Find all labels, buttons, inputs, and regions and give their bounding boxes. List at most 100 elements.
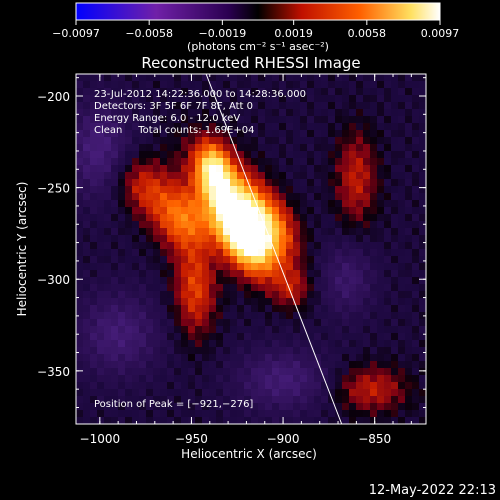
heatmap-cell xyxy=(139,326,147,334)
heatmap-cell xyxy=(300,403,308,411)
heatmap-cell xyxy=(258,361,266,369)
heatmap-cell xyxy=(181,137,189,145)
heatmap-cell xyxy=(391,333,399,341)
heatmap-cell xyxy=(244,326,252,334)
heatmap-cell xyxy=(209,270,217,278)
info-line-time: 23-Jul-2012 14:22:36.000 to 14:28:36.000 xyxy=(94,89,306,100)
heatmap-cell xyxy=(265,417,273,424)
heatmap-cell xyxy=(293,88,301,96)
heatmap-cell xyxy=(90,151,98,159)
heatmap-cell xyxy=(272,165,280,173)
heatmap-cell xyxy=(146,116,154,124)
heatmap-cell xyxy=(321,116,329,124)
heatmap-cell xyxy=(132,235,140,243)
heatmap-cell xyxy=(335,221,343,229)
heatmap-cell xyxy=(251,410,259,418)
heatmap-cell xyxy=(111,158,119,166)
heatmap-cell xyxy=(230,312,238,320)
heatmap-cell xyxy=(251,354,259,362)
heatmap-cell xyxy=(272,396,280,404)
heatmap-cell xyxy=(293,319,301,327)
heatmap-cell xyxy=(76,410,84,418)
heatmap-cell xyxy=(307,354,315,362)
heatmap-cell xyxy=(328,137,336,145)
heatmap-cell xyxy=(328,410,336,418)
heatmap-cell xyxy=(160,326,168,334)
heatmap-cell xyxy=(398,403,406,411)
heatmap-cell xyxy=(265,95,273,103)
heatmap-cell xyxy=(307,333,315,341)
heatmap-cell xyxy=(244,242,252,250)
heatmap-cell xyxy=(342,326,350,334)
heatmap-cell xyxy=(216,221,224,229)
heatmap-cell xyxy=(237,249,245,257)
heatmap-cell xyxy=(76,375,84,383)
heatmap-cell xyxy=(398,123,406,131)
heatmap-cell xyxy=(356,368,364,376)
heatmap-cell xyxy=(412,130,420,138)
heatmap-cell xyxy=(265,389,273,397)
heatmap-cell xyxy=(377,410,385,418)
heatmap-cell xyxy=(97,242,105,250)
heatmap-cell xyxy=(398,389,406,397)
heatmap-cell xyxy=(405,200,413,208)
heatmap-cell xyxy=(398,242,406,250)
heatmap-cell xyxy=(146,277,154,285)
heatmap-cell xyxy=(202,326,210,334)
heatmap-cell xyxy=(349,144,357,152)
heatmap-cell xyxy=(90,116,98,124)
heatmap-cell xyxy=(160,340,168,348)
heatmap-cell xyxy=(363,193,371,201)
heatmap-cell xyxy=(405,186,413,194)
heatmap-cell xyxy=(258,277,266,285)
heatmap-cell xyxy=(111,382,119,390)
heatmap-cell xyxy=(139,368,147,376)
heatmap-cell xyxy=(405,354,413,362)
heatmap-cell xyxy=(419,284,426,292)
heatmap-cell xyxy=(286,144,294,152)
heatmap-cell xyxy=(146,137,154,145)
heatmap-cell xyxy=(279,291,287,299)
heatmap-cell xyxy=(167,109,175,117)
heatmap-cell xyxy=(328,81,336,89)
heatmap-cell xyxy=(391,256,399,264)
heatmap-cell xyxy=(146,368,154,376)
heatmap-cell xyxy=(370,228,378,236)
heatmap-cell xyxy=(181,333,189,341)
heatmap-cell xyxy=(188,249,196,257)
heatmap-cell xyxy=(293,151,301,159)
heatmap-cell xyxy=(111,221,119,229)
heatmap-cell xyxy=(223,319,231,327)
heatmap-cell xyxy=(349,354,357,362)
heatmap-cell xyxy=(139,88,147,96)
heatmap-cell xyxy=(412,88,420,96)
heatmap-cell xyxy=(76,291,84,299)
heatmap-cell xyxy=(328,361,336,369)
heatmap-cell xyxy=(188,81,196,89)
heatmap-cell xyxy=(167,221,175,229)
heatmap-cell xyxy=(398,151,406,159)
heatmap-cell xyxy=(174,410,182,418)
heatmap-cell xyxy=(104,389,112,397)
heatmap-cell xyxy=(132,102,140,110)
heatmap-cell xyxy=(412,102,420,110)
heatmap-cell xyxy=(83,221,91,229)
heatmap-cell xyxy=(76,347,84,355)
heatmap-cell xyxy=(384,403,392,411)
heatmap-cell xyxy=(314,179,322,187)
heatmap-cell xyxy=(230,347,238,355)
heatmap-cell xyxy=(258,284,266,292)
heatmap-cell xyxy=(370,326,378,334)
heatmap-cell xyxy=(132,81,140,89)
heatmap-cell xyxy=(125,319,133,327)
heatmap-cell xyxy=(314,207,322,215)
heatmap-cell xyxy=(230,410,238,418)
heatmap-cell xyxy=(363,242,371,250)
heatmap-cell xyxy=(419,333,426,341)
heatmap-cell xyxy=(167,333,175,341)
heatmap-cell xyxy=(153,74,161,82)
heatmap-cell xyxy=(419,270,426,278)
heatmap-cell xyxy=(188,368,196,376)
heatmap-cell xyxy=(153,249,161,257)
heatmap-cell xyxy=(251,375,259,383)
